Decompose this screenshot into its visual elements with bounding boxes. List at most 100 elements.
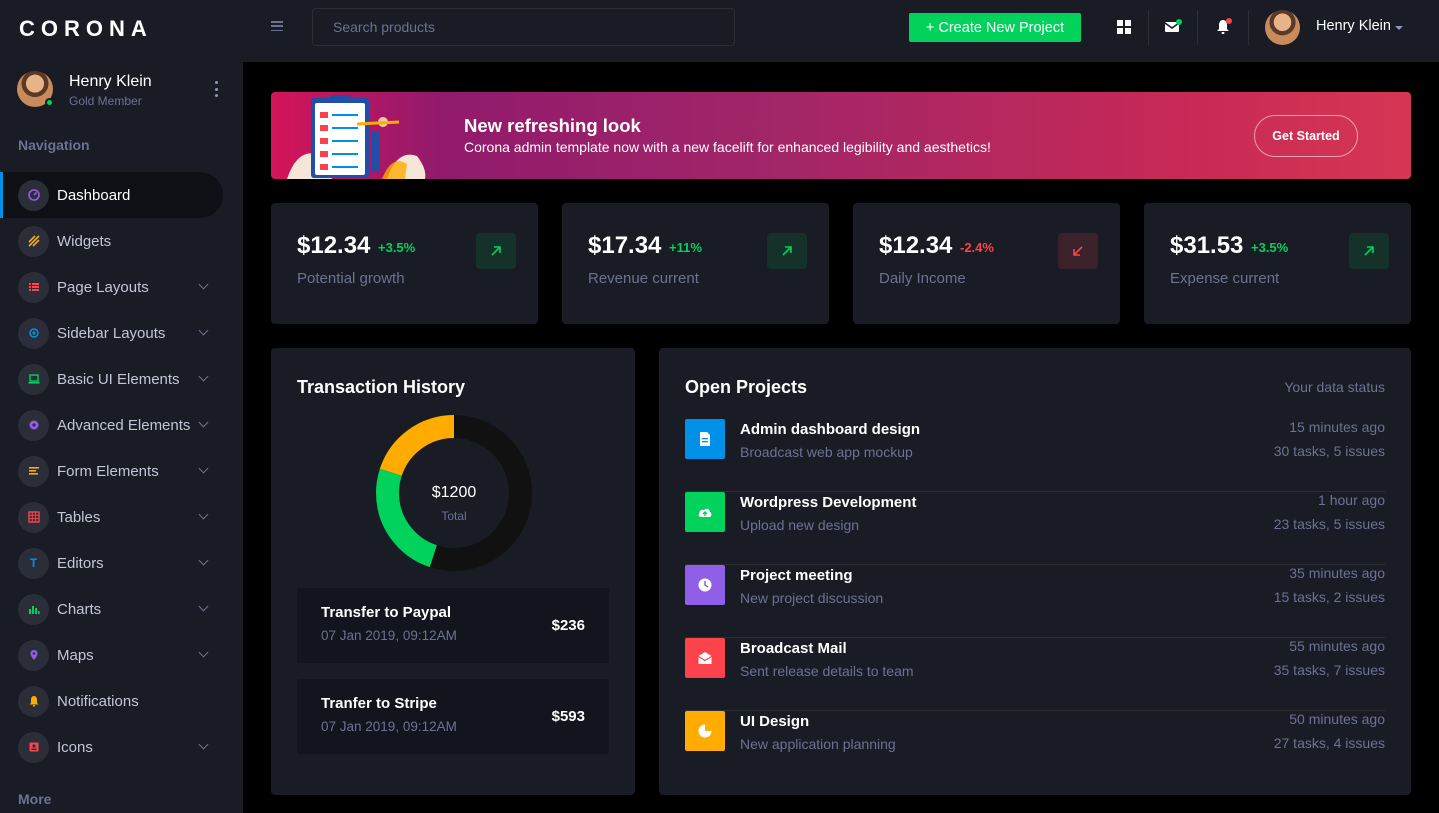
- sidebar-item-dashboard[interactable]: Dashboard: [0, 172, 223, 218]
- project-row[interactable]: Wordpress Development Upload new design …: [685, 492, 1385, 565]
- stat-label: Expense current: [1170, 270, 1280, 287]
- user-menu-name[interactable]: Henry Klein: [1316, 18, 1391, 34]
- sidebar-layouts-icon: [18, 317, 49, 349]
- kebab-menu-icon[interactable]: [215, 81, 219, 97]
- stat-value: $31.53: [1170, 232, 1244, 259]
- sidebar-item-icons[interactable]: Icons: [0, 724, 243, 770]
- project-subtitle: Upload new design: [740, 517, 860, 533]
- stat-change: +3.5%: [378, 240, 416, 255]
- stat-label: Revenue current: [588, 270, 699, 287]
- data-status-label: Your data status: [1284, 379, 1385, 395]
- project-time: 35 minutes ago: [1289, 565, 1385, 581]
- page-layouts-icon: [18, 271, 49, 303]
- stat-card: $12.34 -2.4% Daily Income: [853, 203, 1120, 324]
- donut-center-label: Total: [441, 509, 466, 523]
- profile-role: Gold Member: [69, 94, 142, 108]
- project-time: 55 minutes ago: [1289, 638, 1385, 654]
- map-icon: [18, 639, 49, 671]
- project-title: Admin dashboard design: [740, 421, 921, 438]
- clock-icon: [685, 565, 725, 605]
- project-title: Broadcast Mail: [740, 640, 847, 657]
- donut-segment: [376, 415, 532, 571]
- chevron-down-icon: [198, 463, 209, 474]
- avatar[interactable]: [17, 71, 54, 107]
- icons-icon: [18, 731, 49, 763]
- stat-change: -2.4%: [960, 240, 994, 255]
- stat-label: Potential growth: [297, 270, 405, 287]
- transaction-title: Tranfer to Stripe: [321, 695, 437, 712]
- open-projects-card: Open Projects Your data status Admin das…: [659, 348, 1411, 795]
- stat-value: $17.34: [588, 232, 662, 259]
- project-title: UI Design: [740, 713, 810, 730]
- sidebar-item-label: Sidebar Layouts: [57, 324, 166, 342]
- topbar: + Create New Project Henry Klein: [243, 0, 1439, 62]
- project-row[interactable]: Broadcast Mail Sent release details to t…: [685, 638, 1385, 711]
- transaction-date: 07 Jan 2019, 09:12AM: [321, 719, 457, 734]
- divider: [1148, 10, 1149, 45]
- donut-segment: [376, 415, 532, 571]
- sidebar-nav: Dashboard Widgets Page Layouts Sidebar L…: [0, 172, 243, 770]
- settings-icon: [18, 409, 49, 441]
- get-started-button[interactable]: Get Started: [1254, 115, 1358, 157]
- transaction-item[interactable]: Tranfer to Stripe 07 Jan 2019, 09:12AM $…: [297, 679, 609, 754]
- project-row[interactable]: UI Design New application planning 50 mi…: [685, 711, 1385, 784]
- chevron-down-icon: [198, 509, 209, 520]
- bell-icon[interactable]: [1212, 16, 1236, 38]
- divider: [1197, 10, 1198, 45]
- sidebar-item-page-layouts[interactable]: Page Layouts: [0, 264, 243, 310]
- project-tasks: 15 tasks, 2 issues: [1273, 589, 1385, 605]
- sidebar-item-sidebar-layouts[interactable]: Sidebar Layouts: [0, 310, 243, 356]
- transaction-title: Transfer to Paypal: [321, 604, 452, 621]
- sidebar-item-form-elements[interactable]: Form Elements: [0, 448, 243, 494]
- brand-logo[interactable]: CORONA: [19, 16, 153, 41]
- chevron-down-icon: [198, 739, 209, 750]
- grid-icon[interactable]: [1112, 16, 1136, 38]
- transaction-amount: $593: [551, 708, 585, 725]
- sidebar-item-advanced-elements[interactable]: Advanced Elements: [0, 402, 243, 448]
- create-project-button[interactable]: + Create New Project: [909, 13, 1081, 42]
- sidebar-item-label: Charts: [57, 600, 102, 618]
- sidebar-item-label: Page Layouts: [57, 278, 149, 296]
- transaction-donut-chart: $1200 Total: [376, 415, 532, 571]
- stat-card: $12.34 +3.5% Potential growth: [271, 203, 538, 324]
- chevron-down-icon[interactable]: [1395, 26, 1403, 30]
- search-input[interactable]: [312, 8, 735, 46]
- sidebar-item-label: Form Elements: [57, 462, 159, 480]
- project-time: 15 minutes ago: [1289, 419, 1385, 435]
- sidebar-item-label: Widgets: [57, 232, 112, 250]
- transaction-item[interactable]: Transfer to Paypal 07 Jan 2019, 09:12AM …: [297, 588, 609, 663]
- laptop-icon: [18, 363, 49, 395]
- menu-toggle-icon[interactable]: [271, 21, 283, 31]
- card-title: Open Projects: [685, 377, 808, 397]
- sidebar-item-label: Icons: [57, 738, 93, 756]
- project-subtitle: Broadcast web app mockup: [740, 444, 913, 460]
- project-subtitle: New project discussion: [740, 590, 884, 606]
- project-title: Project meeting: [740, 567, 853, 584]
- sidebar-item-maps[interactable]: Maps: [0, 632, 243, 678]
- sidebar-item-charts[interactable]: Charts: [0, 586, 243, 632]
- divider: [1248, 10, 1249, 45]
- sidebar-item-widgets[interactable]: Widgets: [0, 218, 243, 264]
- arrow-top-right-icon: [1349, 233, 1389, 269]
- project-row[interactable]: Project meeting New project discussion 3…: [685, 565, 1385, 638]
- sidebar-item-editors[interactable]: T Editors: [0, 540, 243, 586]
- cloud-upload-icon: [685, 492, 725, 532]
- project-row[interactable]: Admin dashboard design Broadcast web app…: [685, 419, 1385, 492]
- sidebar-item-label: Advanced Elements: [57, 416, 191, 434]
- avatar[interactable]: [1265, 10, 1300, 45]
- sidebar-item-label: Maps: [57, 646, 94, 664]
- project-tasks: 35 tasks, 7 issues: [1273, 662, 1385, 678]
- sidebar-item-notifications[interactable]: Notifications: [0, 678, 243, 724]
- sidebar-item-label: Editors: [57, 554, 104, 572]
- project-tasks: 23 tasks, 5 issues: [1273, 516, 1385, 532]
- mail-icon[interactable]: [1161, 16, 1185, 38]
- sidebar-item-basic-ui-elements[interactable]: Basic UI Elements: [0, 356, 243, 402]
- chevron-down-icon: [198, 325, 209, 336]
- transaction-date: 07 Jan 2019, 09:12AM: [321, 628, 457, 643]
- arrow-top-right-icon: [476, 233, 516, 269]
- sidebar-item-label: Dashboard: [57, 186, 131, 204]
- sidebar-item-tables[interactable]: Tables: [0, 494, 243, 540]
- profile-name: Henry Klein: [69, 73, 152, 90]
- arrow-top-right-icon: [767, 233, 807, 269]
- editor-icon: T: [18, 547, 49, 579]
